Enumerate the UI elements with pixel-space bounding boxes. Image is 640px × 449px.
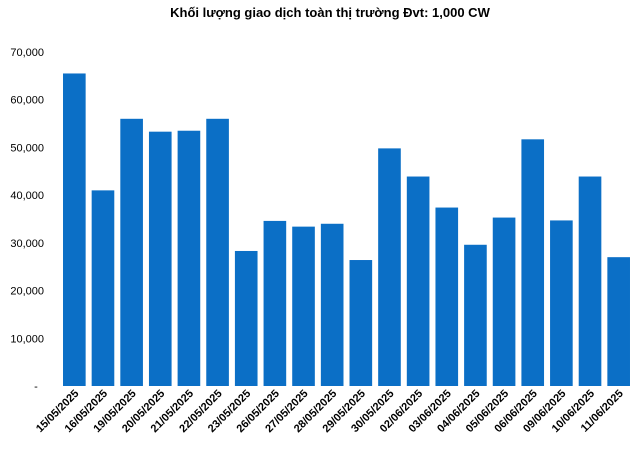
bar: [406, 176, 430, 386]
y-tick-label: 40,000: [10, 190, 44, 202]
bar: [206, 118, 229, 387]
y-axis: - 10,000 20,000 30,000 40,000 50,000 60,000 70,…: [10, 47, 44, 393]
bar: [464, 244, 487, 386]
bar: [148, 131, 172, 386]
bar: [378, 148, 401, 386]
bar: [234, 250, 258, 386]
y-tick-label: -: [34, 381, 38, 393]
bar: [349, 260, 373, 386]
bar: [550, 220, 573, 386]
bar: [607, 257, 630, 386]
bar: [63, 73, 86, 386]
y-tick-label: 70,000: [10, 47, 44, 59]
x-axis: 15/05/202516/05/202519/05/202520/05/2025…: [34, 388, 626, 435]
y-tick-label: 20,000: [10, 286, 44, 298]
y-tick-label: 30,000: [10, 238, 44, 250]
bars-group: [63, 73, 630, 387]
bar: [263, 220, 287, 386]
bar: [578, 176, 602, 386]
bar: [435, 207, 459, 386]
bar: [492, 217, 516, 386]
y-tick-label: 10,000: [10, 333, 44, 345]
bar: [320, 223, 344, 386]
bar: [177, 130, 201, 386]
bar: [292, 226, 315, 386]
chart-title: Khối lượng giao dịch toàn thị trường Đvt…: [170, 5, 490, 20]
y-tick-label: 50,000: [10, 142, 44, 154]
bar: [91, 190, 115, 386]
bar: [120, 118, 143, 387]
y-tick-label: 60,000: [10, 95, 44, 107]
bar: [521, 139, 545, 386]
